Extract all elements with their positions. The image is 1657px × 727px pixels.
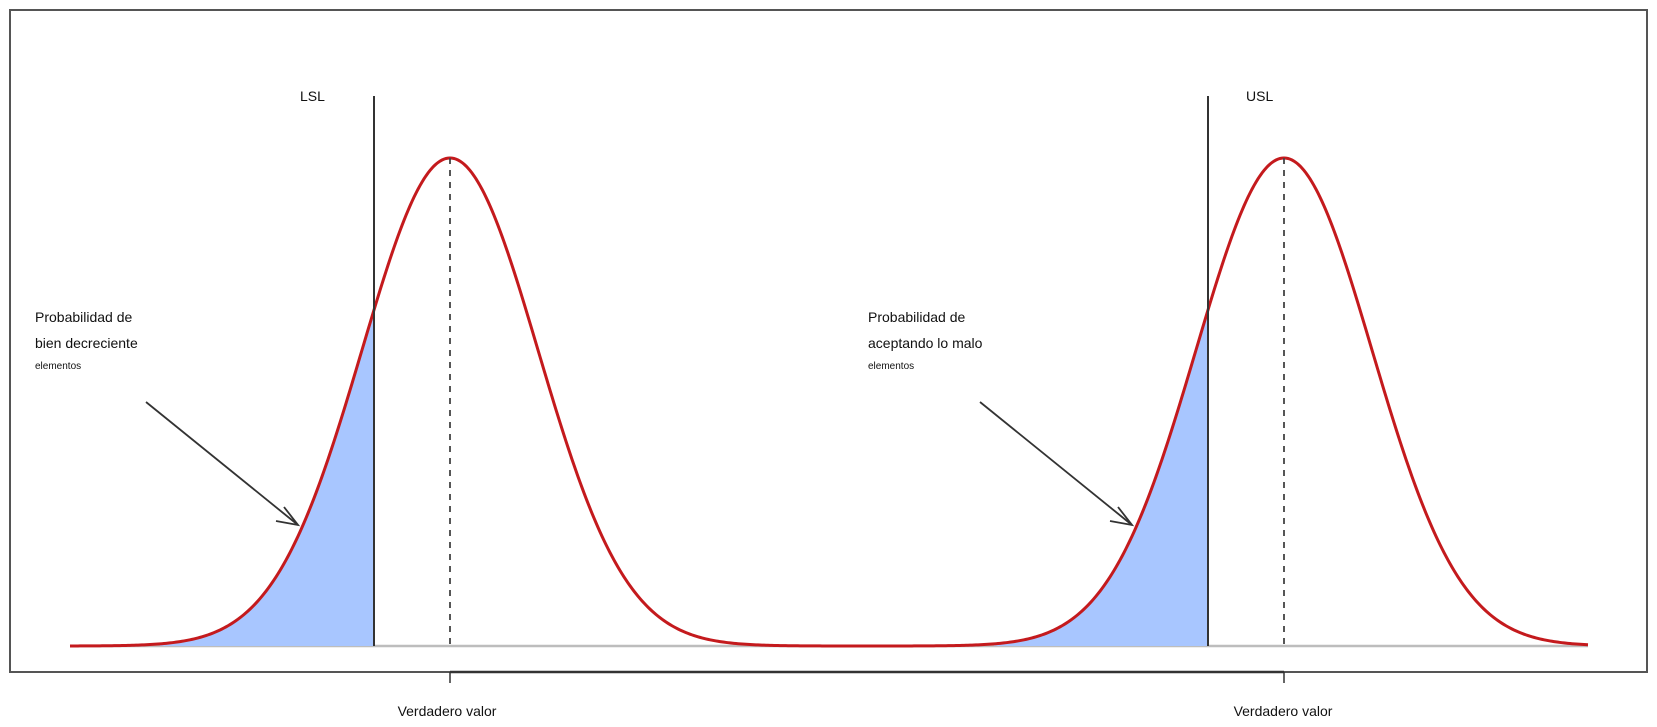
annotation-right-line1: Probabilidad de bbox=[868, 309, 966, 325]
distribution-curve-left bbox=[69, 156, 870, 648]
axis-label-right: Verdadero valor bbox=[1234, 703, 1333, 719]
arrow-right bbox=[979, 401, 1135, 527]
lsl-label: LSL bbox=[300, 88, 325, 104]
annotation-right-line2: aceptando lo malo bbox=[868, 335, 983, 351]
risk-area-right bbox=[994, 309, 1208, 646]
risk-area-left bbox=[160, 309, 374, 646]
annotation-left-line1: Probabilidad de bbox=[35, 309, 133, 325]
usl-label: USL bbox=[1246, 88, 1273, 104]
axis-label-left: Verdadero valor bbox=[398, 703, 497, 719]
distribution-curve-right bbox=[864, 156, 1589, 648]
diagram-frame bbox=[9, 9, 1648, 673]
annotation-left-line2: bien decreciente bbox=[35, 335, 138, 351]
annotation-right-small: elementos bbox=[868, 361, 914, 372]
arrow-left bbox=[145, 401, 301, 527]
annotation-left-small: elementos bbox=[35, 361, 81, 372]
